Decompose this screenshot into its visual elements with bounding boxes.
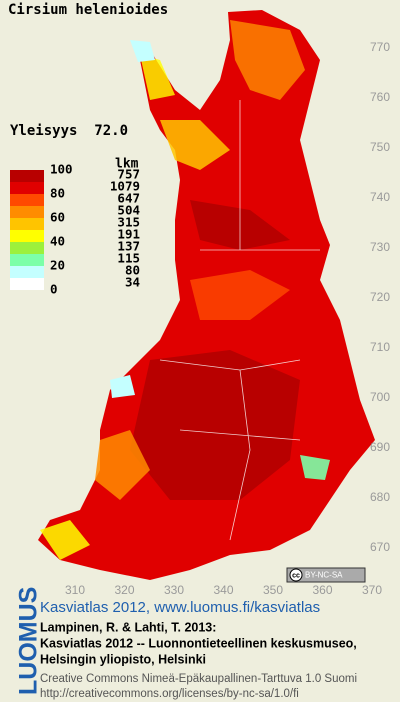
legend-scale-label: 60 [50, 210, 65, 225]
citation-line: Helsingin yliopisto, Helsinki [40, 652, 206, 666]
legend-swatch [10, 242, 44, 254]
license-line: Creative Commons Nimeä-Epäkaupallinen-Ta… [40, 673, 357, 685]
legend-scale-label: 80 [50, 186, 65, 201]
badge-symbol: cc [292, 572, 300, 579]
legend-swatch [10, 230, 44, 242]
credits-link[interactable]: Kasviatlas 2012, www.luomus.fi/kasviatla… [40, 599, 320, 616]
legend-swatch [10, 278, 44, 290]
y-coordinate-label: 740 [370, 190, 390, 204]
legend-count: 757 [117, 167, 140, 182]
x-coordinate-label: 370 [362, 583, 382, 597]
citation-line: Lampinen, R. & Lahti, T. 2013: [40, 620, 216, 634]
license-line[interactable]: http://creativecommons.org/licenses/by-n… [40, 688, 299, 700]
brand: LUOMUS [15, 587, 43, 695]
coordinate-labels: 770 760 750 740 730 720 710 700 690 680 670 310 320 3… [65, 40, 390, 597]
legend-swatch [10, 170, 44, 182]
x-coordinate-label: 330 [164, 583, 184, 597]
legend-count: 504 [117, 203, 140, 218]
map-shape [38, 10, 375, 580]
y-coordinate-label: 720 [370, 290, 390, 304]
legend-count: 315 [117, 215, 140, 230]
prevalence: Yleisyys 72.0 [10, 123, 128, 139]
citation-line: Kasviatlas 2012 -- Luonnontieteellinen k… [40, 636, 357, 650]
legend-swatch [10, 254, 44, 266]
y-coordinate-label: 700 [370, 390, 390, 404]
license-badge: cc BY-NC-SA [286, 567, 366, 583]
legend-count: 115 [117, 251, 140, 266]
y-coordinate-label: 750 [370, 140, 390, 154]
legend-count: 191 [117, 227, 140, 242]
y-coordinate-label: 730 [370, 240, 390, 254]
x-coordinate-label: 310 [65, 583, 85, 597]
legend: 7571079647504315191137115803410080604020… [10, 162, 140, 297]
legend-swatch [10, 266, 44, 278]
x-coordinate-label: 360 [312, 583, 332, 597]
x-coordinate-label: 340 [213, 583, 233, 597]
legend-count: 34 [125, 275, 140, 290]
legend-swatch [10, 194, 44, 206]
legend-count: 80 [125, 263, 140, 278]
count-header: lkm [115, 157, 139, 172]
badge-text: BY-NC-SA [305, 571, 343, 580]
legend-scale-label: 40 [50, 234, 65, 249]
x-coordinate-label: 350 [263, 583, 283, 597]
legend-swatch [10, 218, 44, 230]
y-coordinate-label: 670 [370, 540, 390, 554]
legend-scale-label: 20 [50, 258, 65, 273]
legend-count: 137 [117, 239, 140, 254]
legend-scale-label: 100 [50, 162, 73, 177]
y-coordinate-label: 680 [370, 490, 390, 504]
legend-count: 1079 [110, 179, 140, 194]
legend-swatch [10, 206, 44, 218]
x-coordinate-label: 320 [114, 583, 134, 597]
legend-swatch [10, 182, 44, 194]
y-coordinate-label: 710 [370, 340, 390, 354]
y-coordinate-label: 690 [370, 440, 390, 454]
y-coordinate-label: 770 [370, 40, 390, 54]
species-title: Cirsium helenioides [8, 2, 168, 18]
legend-count: 647 [117, 191, 140, 206]
y-coordinate-label: 760 [370, 90, 390, 104]
legend-scale-label: 0 [50, 282, 58, 297]
